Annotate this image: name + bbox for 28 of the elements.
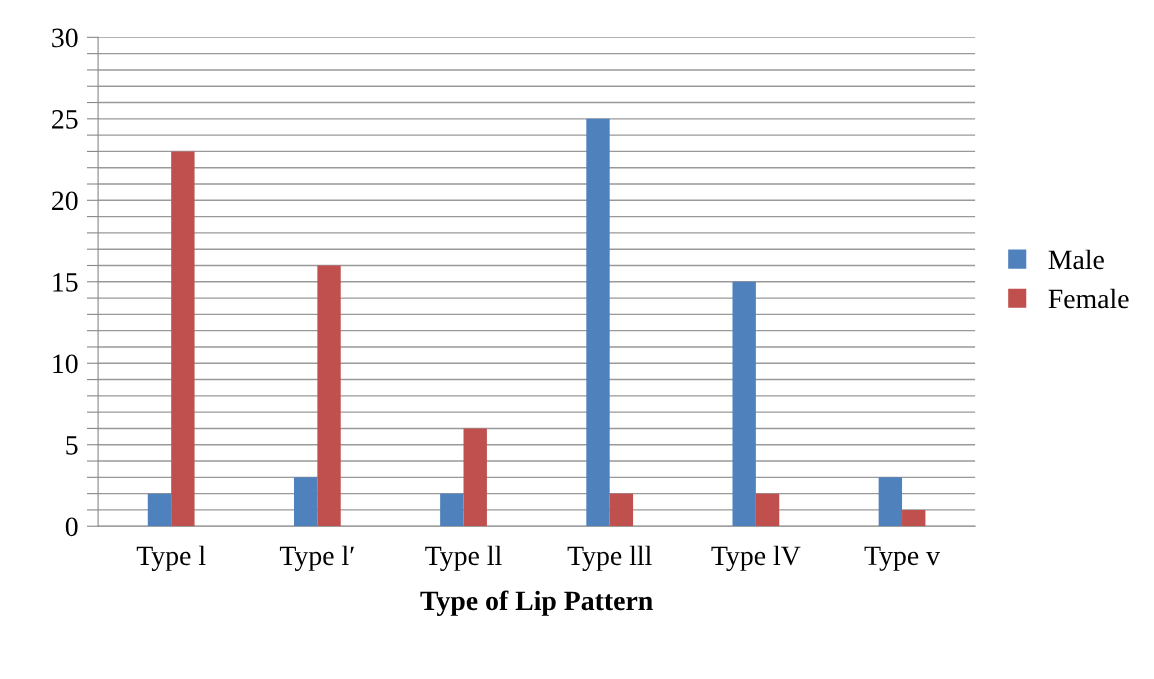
x-tick-label: Type ll	[425, 545, 502, 571]
y-tick-label: 30	[52, 28, 78, 48]
bar	[463, 428, 487, 527]
bar	[878, 477, 903, 527]
x-tick-label: Type lV	[711, 545, 801, 571]
bar	[609, 493, 634, 527]
legend-label: Male	[1048, 249, 1104, 270]
bar	[902, 509, 926, 527]
y-tick-label: 5	[66, 436, 78, 455]
y-tick-label: 20	[52, 191, 78, 211]
y-tick-label: 25	[52, 110, 78, 129]
legend-label: Female	[1048, 288, 1129, 309]
y-tick-label: 0	[65, 517, 78, 537]
x-tick-label: Type lll	[567, 545, 652, 571]
x-tick-label: Type l	[136, 545, 206, 571]
bar	[440, 493, 464, 527]
bar	[171, 151, 195, 527]
bar	[293, 477, 318, 527]
x-axis-title: Type of Lip Pattern	[420, 590, 653, 616]
y-tick-label: 15	[53, 273, 78, 292]
bar	[317, 265, 341, 527]
x-tick-label: Type l′	[279, 545, 354, 571]
bar	[147, 493, 172, 527]
bar	[586, 118, 610, 527]
bar	[755, 493, 780, 527]
x-tick-label: Type v	[864, 546, 941, 571]
bar	[732, 281, 756, 527]
y-tick-label: 10	[53, 354, 78, 374]
